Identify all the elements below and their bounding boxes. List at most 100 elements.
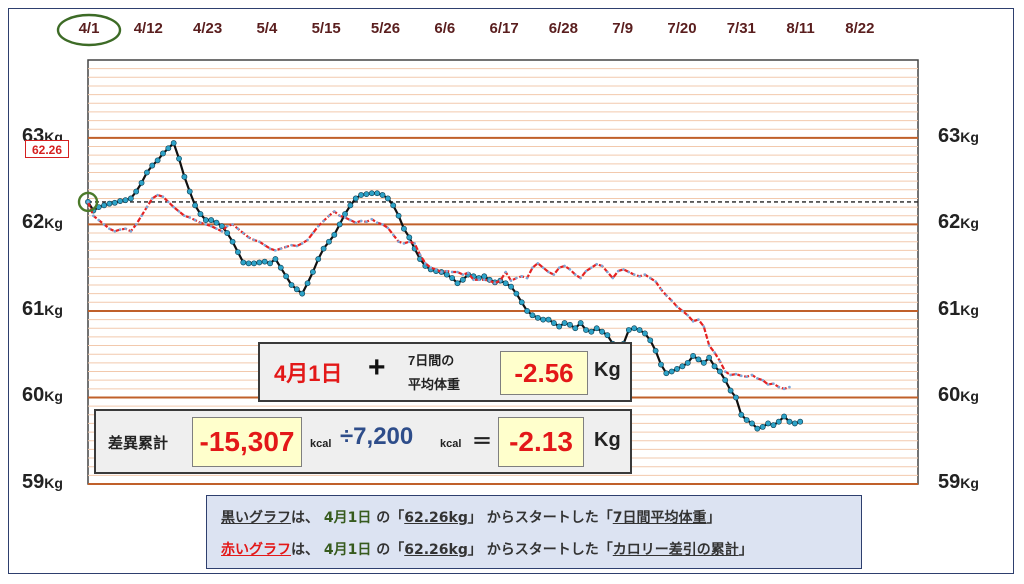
red-series-point	[622, 268, 625, 271]
black-series-point	[283, 273, 290, 280]
black-series-point	[170, 140, 177, 146]
red-series-point	[370, 217, 374, 221]
red-series-point	[665, 294, 668, 297]
black-series-point	[593, 325, 600, 332]
black-series-point	[459, 276, 466, 283]
red-series-point	[654, 280, 657, 283]
red-series-point	[547, 270, 550, 274]
black-series-point	[208, 217, 215, 223]
black-graph-label: 黒いグラフ	[221, 510, 291, 526]
y-tick-number: 60	[22, 384, 45, 407]
avg-label-line2: 平均体重	[408, 377, 461, 392]
black-series-point	[684, 359, 691, 366]
black-series-point	[256, 259, 263, 266]
black-series-point	[674, 366, 680, 372]
avg-weight-value: -2.56	[500, 351, 588, 395]
result-unit: Kg	[594, 429, 621, 451]
kcal-total-value: -15,307	[192, 417, 302, 467]
red-series-point	[563, 264, 566, 268]
red-series-point	[686, 313, 690, 317]
kcal-unit-2: kcal	[440, 438, 462, 450]
red-series-point	[247, 236, 250, 239]
black-series-point	[711, 363, 718, 370]
black-series-point	[759, 423, 766, 430]
black-series-point	[186, 188, 193, 195]
red-series-point	[648, 276, 652, 280]
black-series-point	[738, 411, 745, 418]
red-series-point	[167, 200, 170, 204]
y-tick-number: 60	[938, 384, 961, 407]
legend-text: 「	[390, 542, 405, 558]
red-series-point	[295, 244, 299, 248]
legend-text: 」	[738, 542, 753, 558]
legend-text: 」	[467, 510, 482, 526]
x-tick-label: 5/15	[311, 20, 341, 37]
black-series-point	[647, 337, 654, 344]
y-tick-unit: Kg	[44, 475, 63, 491]
red-series-point	[86, 200, 90, 204]
y-tick-unit: Kg	[960, 128, 979, 145]
red-series-point	[316, 224, 320, 228]
black-series-point	[449, 275, 456, 281]
red-series-point	[359, 219, 363, 223]
red-series-point	[124, 227, 127, 231]
black-series-point	[658, 361, 664, 368]
red-series-point	[697, 318, 700, 321]
red-series-point	[456, 270, 459, 274]
weight-result-value: -2.13	[498, 417, 584, 467]
red-series-point	[702, 325, 706, 328]
black-series-point	[368, 190, 375, 197]
black-series-point	[320, 245, 327, 252]
red-series-point	[354, 221, 358, 224]
red-series-point	[638, 275, 641, 278]
red-series-point	[397, 240, 400, 244]
black-series-point	[577, 320, 584, 326]
legend-text: からスタートした	[486, 510, 599, 526]
red-series-point	[450, 270, 454, 274]
black-series-point	[636, 327, 643, 333]
y-tick-unit: Kg	[44, 388, 63, 405]
red-series-point	[97, 218, 101, 222]
red-series-point	[782, 387, 786, 391]
avg-label-line1: 7日間の	[408, 353, 455, 368]
black-series-point	[218, 223, 225, 230]
red-series-point	[579, 276, 582, 280]
legend-text: の	[376, 542, 391, 558]
x-tick-label: 5/4	[256, 20, 278, 37]
red-series-point	[204, 223, 208, 226]
red-series-point	[241, 231, 245, 235]
black-series-point	[733, 394, 739, 401]
red-series-point	[236, 227, 240, 231]
red-series-point	[488, 279, 491, 282]
black-series-point	[567, 321, 573, 328]
legend-start-value: 62.26kg	[404, 510, 468, 526]
black-series-point	[202, 217, 209, 223]
black-series-point	[165, 145, 172, 152]
black-series-point	[144, 169, 150, 176]
chart-frame	[8, 8, 1014, 574]
black-series-point	[347, 202, 354, 209]
black-series-point	[310, 269, 316, 275]
red-series-point	[391, 233, 395, 237]
red-series-point	[659, 288, 663, 291]
black-series-point	[716, 368, 723, 375]
y-tick-label-right: 63Kg	[938, 126, 1018, 146]
y-tick-number: 62	[938, 211, 961, 234]
black-series-point	[631, 325, 638, 332]
y-tick-unit: Kg	[960, 388, 979, 405]
black-series-point	[550, 320, 557, 326]
black-series-point	[556, 323, 563, 330]
black-series-point	[315, 256, 322, 262]
red-series-point	[643, 273, 647, 276]
black-series-point	[454, 280, 461, 287]
red-series-point	[188, 216, 192, 219]
y-tick-number: 62	[22, 211, 45, 234]
y-tick-unit: Kg	[44, 301, 63, 318]
y-tick-label-left: 59Kg	[22, 472, 102, 492]
red-series-point	[134, 223, 138, 226]
y-tick-unit: Kg	[44, 215, 63, 232]
black-series-point	[251, 260, 257, 267]
red-series-point	[424, 262, 427, 265]
black-series-point	[288, 282, 295, 288]
y-tick-label-left: 62Kg	[22, 212, 102, 232]
